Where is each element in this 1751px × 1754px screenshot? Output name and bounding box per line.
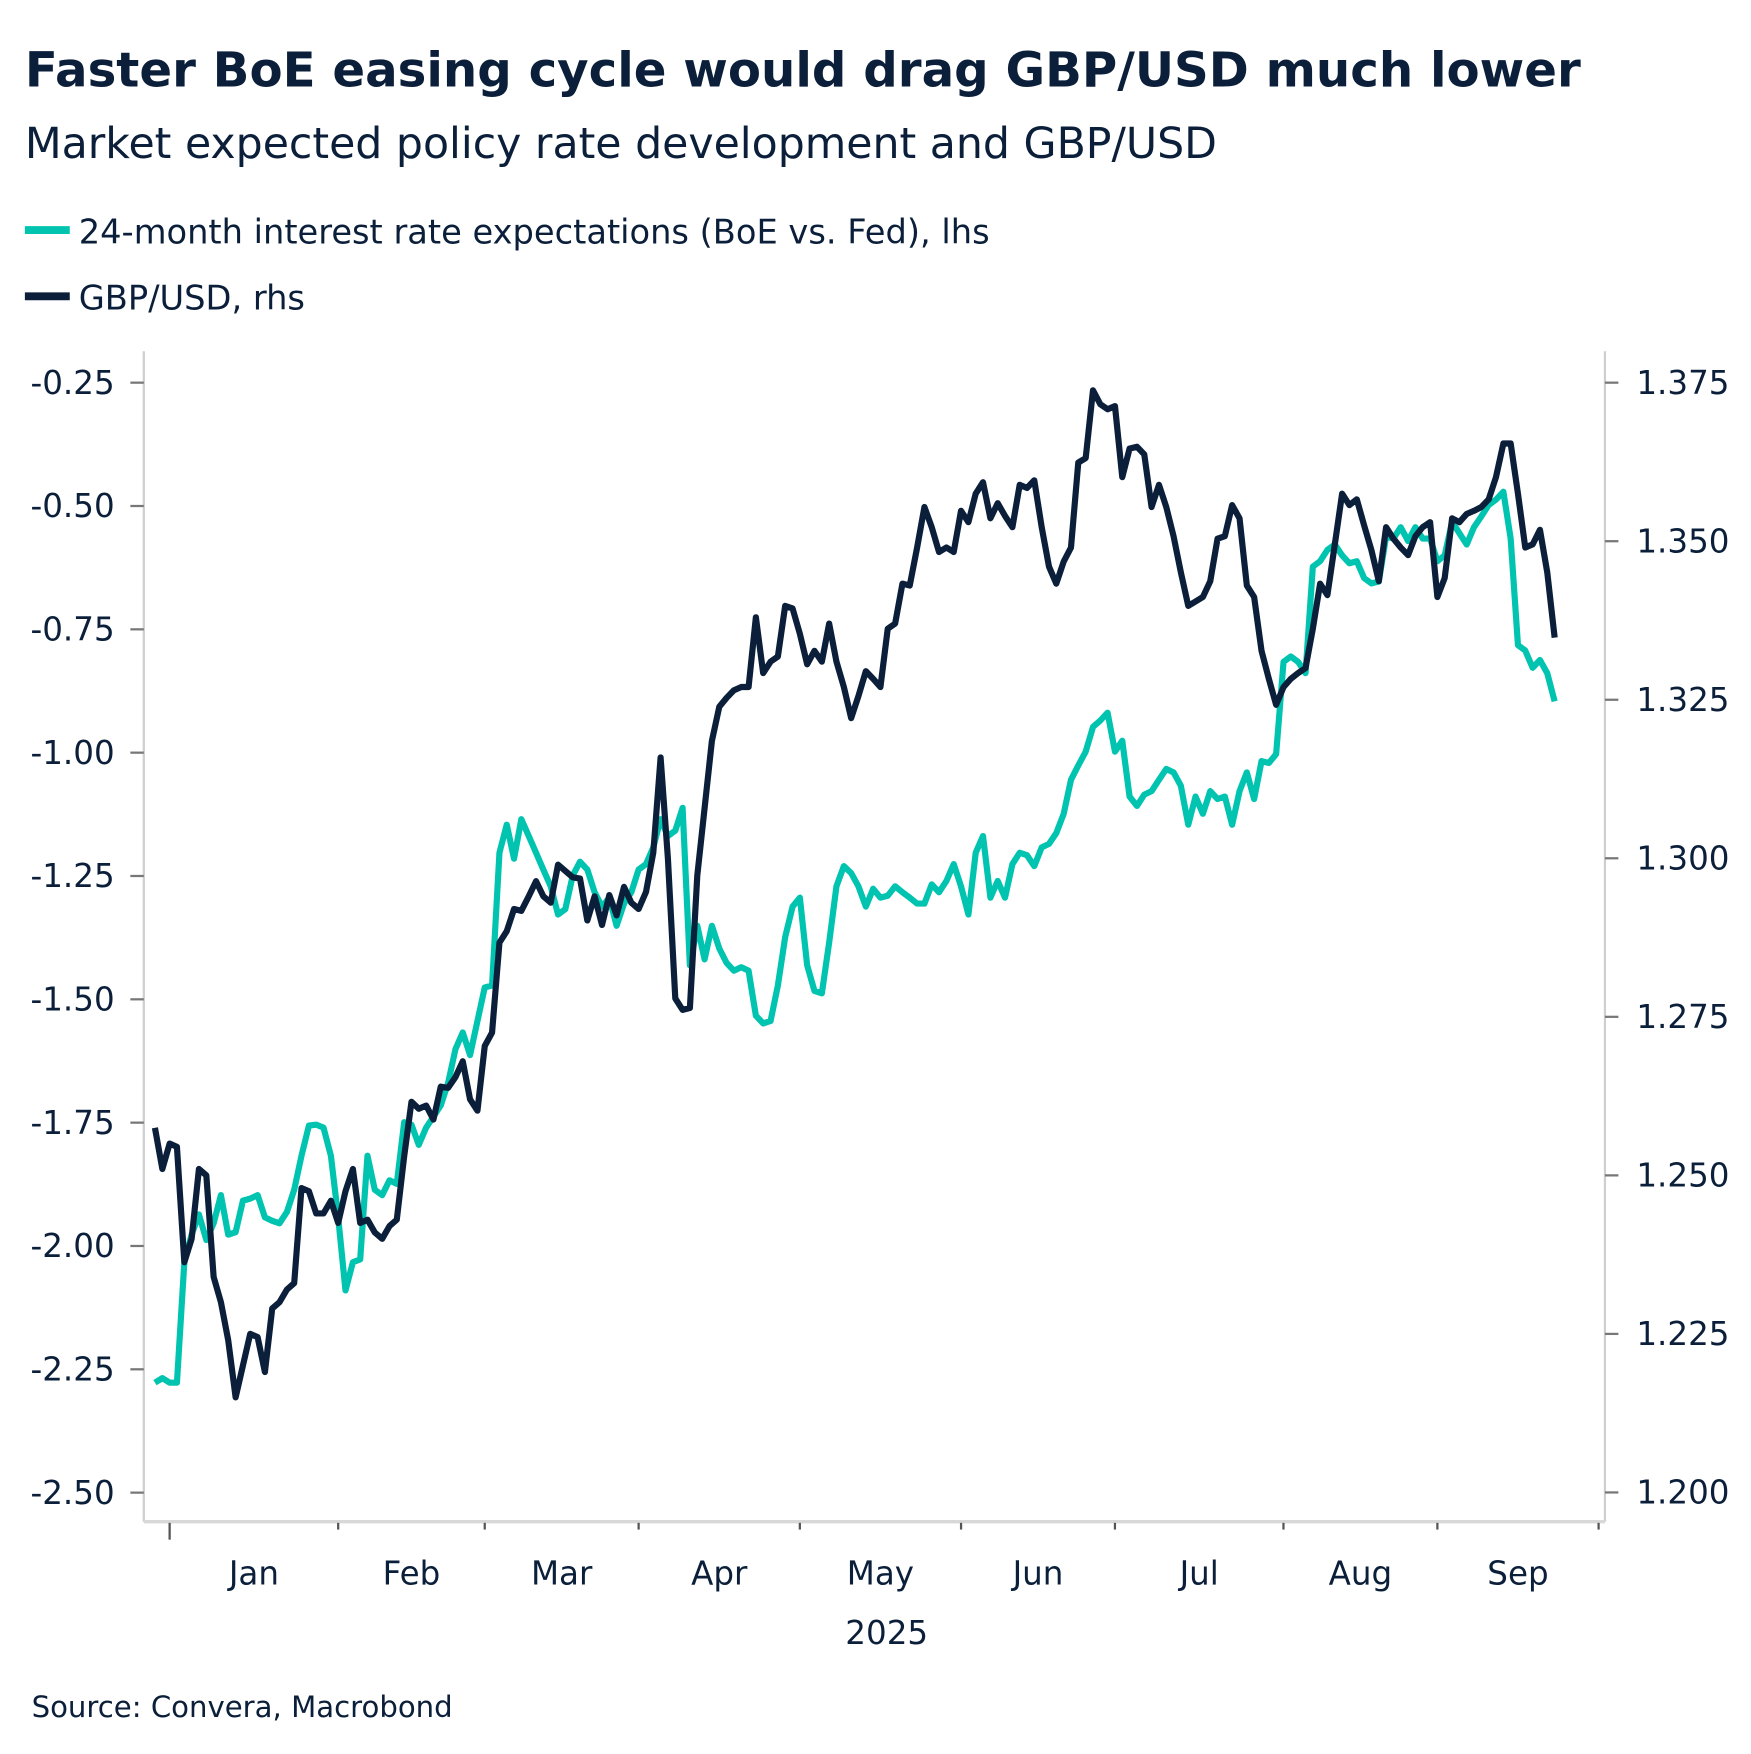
- left-tick-label: -2.25: [30, 1351, 114, 1389]
- month-label-may: May: [847, 1555, 914, 1593]
- left-tick-label: -0.75: [30, 611, 114, 649]
- left-tick-label: -2.00: [30, 1227, 114, 1265]
- right-tick-label: 1.300: [1636, 840, 1729, 878]
- month-label-apr: Apr: [691, 1555, 748, 1593]
- right-tick-label: 1.225: [1636, 1315, 1729, 1353]
- right-tick-label: 1.200: [1636, 1474, 1729, 1512]
- left-tick-label: -1.75: [30, 1104, 114, 1142]
- legend-label-gbpusd: GBP/USD, rhs: [79, 279, 305, 318]
- month-label-jun: Jun: [1011, 1555, 1064, 1593]
- month-label-feb: Feb: [383, 1555, 441, 1593]
- left-y-ticks: -0.25 -0.50 -0.75 -1.00 -1.25 -1.50 -1.75 -2.00…: [30, 364, 144, 1512]
- chart-subtitle: Market expected policy rate development …: [25, 119, 1217, 169]
- month-label-jul: Jul: [1178, 1555, 1219, 1593]
- month-label-jan: Jan: [227, 1555, 279, 1593]
- left-tick-label: -1.25: [30, 857, 114, 895]
- axes: [142, 351, 1607, 1524]
- legend-label-rate-expectations: 24-month interest rate expectations (BoE…: [79, 213, 990, 252]
- right-tick-label: 1.375: [1636, 364, 1729, 402]
- right-tick-label: 1.275: [1636, 998, 1729, 1036]
- right-tick-label: 1.325: [1636, 681, 1729, 719]
- legend: 24-month interest rate expectations (BoE…: [24, 213, 990, 318]
- left-tick-label: -1.00: [30, 734, 114, 772]
- month-label-aug: Aug: [1329, 1555, 1393, 1593]
- series-lines: [151, 387, 1558, 1401]
- x-axis-year-label: 2025: [845, 1614, 928, 1652]
- x-ticks: Jan Feb Mar Apr May Jun Jul Aug Sep: [168, 1522, 1600, 1593]
- left-tick-label: -2.50: [30, 1474, 114, 1512]
- rate-expectations-line: [153, 488, 1558, 1386]
- left-tick-label: -1.50: [30, 981, 114, 1019]
- left-tick-label: -0.25: [30, 364, 114, 402]
- month-label-mar: Mar: [531, 1555, 593, 1593]
- gbpusd-line: [151, 387, 1558, 1401]
- month-label-sep: Sep: [1487, 1555, 1548, 1593]
- source-note: Source: Convera, Macrobond: [32, 1690, 453, 1724]
- chart-title: Faster BoE easing cycle would drag GBP/U…: [25, 42, 1581, 98]
- left-tick-label: -0.50: [30, 487, 114, 525]
- right-tick-label: 1.350: [1636, 522, 1729, 560]
- right-tick-label: 1.250: [1636, 1157, 1729, 1195]
- right-y-ticks: 1.375 1.350 1.325 1.300 1.275 1.250 1.225 1.200: [1604, 364, 1729, 1512]
